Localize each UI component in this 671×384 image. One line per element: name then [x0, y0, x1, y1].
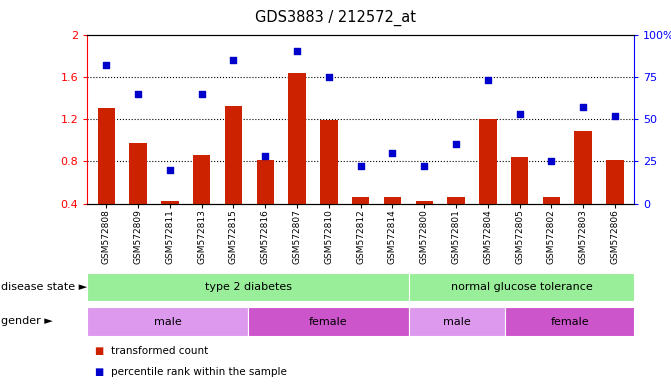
Text: male: male: [444, 316, 471, 327]
Text: type 2 diabetes: type 2 diabetes: [205, 282, 292, 292]
Text: female: female: [309, 316, 348, 327]
Bar: [97, 109, 115, 204]
Bar: [511, 157, 528, 204]
Bar: [479, 119, 497, 204]
Bar: [87, 307, 248, 336]
Bar: [505, 307, 634, 336]
Point: [387, 150, 398, 156]
Point: [197, 91, 207, 97]
Bar: [384, 197, 401, 204]
Bar: [161, 202, 178, 204]
Point: [578, 104, 588, 110]
Point: [260, 153, 270, 159]
Text: GDS3883 / 212572_at: GDS3883 / 212572_at: [255, 10, 416, 26]
Point: [482, 77, 493, 83]
Point: [610, 113, 621, 119]
Bar: [256, 160, 274, 204]
Point: [419, 163, 429, 169]
Bar: [289, 73, 306, 204]
Text: female: female: [550, 316, 589, 327]
Point: [355, 163, 366, 169]
Text: normal glucose tolerance: normal glucose tolerance: [451, 282, 592, 292]
Bar: [448, 197, 465, 204]
Bar: [248, 307, 409, 336]
Bar: [130, 143, 147, 204]
Text: disease state ►: disease state ►: [1, 282, 87, 292]
Point: [228, 57, 239, 63]
Point: [164, 167, 175, 173]
Point: [546, 158, 557, 164]
Bar: [193, 155, 211, 204]
Bar: [225, 106, 242, 204]
Text: ■: ■: [94, 367, 103, 377]
Point: [323, 74, 334, 80]
Bar: [352, 197, 370, 204]
Point: [292, 48, 303, 55]
Bar: [409, 273, 634, 301]
Text: transformed count: transformed count: [111, 346, 208, 356]
Bar: [320, 120, 338, 204]
Point: [133, 91, 144, 97]
Point: [514, 111, 525, 117]
Point: [101, 62, 111, 68]
Bar: [543, 197, 560, 204]
Bar: [409, 307, 505, 336]
Bar: [607, 160, 624, 204]
Text: gender ►: gender ►: [1, 316, 53, 326]
Point: [451, 141, 462, 147]
Bar: [87, 273, 409, 301]
Bar: [415, 202, 433, 204]
Text: ■: ■: [94, 346, 103, 356]
Text: percentile rank within the sample: percentile rank within the sample: [111, 367, 287, 377]
Bar: [574, 131, 592, 204]
Text: male: male: [154, 316, 182, 327]
